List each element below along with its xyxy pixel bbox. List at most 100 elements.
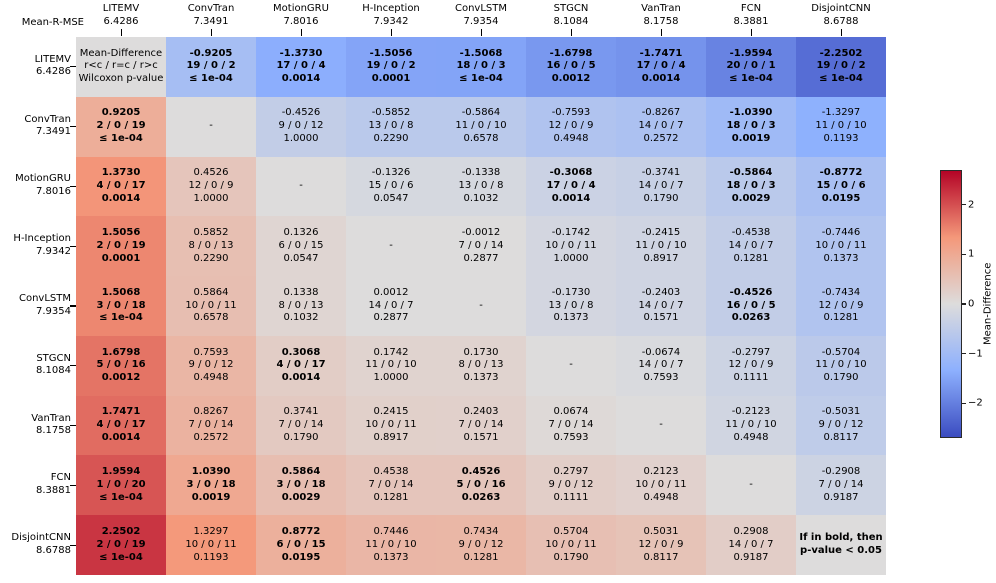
mean-difference-value: -0.7446 — [821, 227, 861, 239]
mean-difference-value: 0.4526 — [193, 167, 229, 179]
wilcoxon-p-value: 0.1281 — [373, 491, 409, 503]
row-header: FCN 8.3881 — [0, 472, 71, 497]
mean-difference-value: 0.5864 — [193, 286, 229, 298]
win-tie-loss-counts: 11 / 0 / 10 — [815, 120, 867, 132]
wilcoxon-p-value: 0.1193 — [823, 133, 859, 145]
mean-difference-value: -0.4526 — [729, 286, 773, 298]
mean-difference-value: -1.3297 — [821, 107, 861, 119]
mean-difference-value: 0.7593 — [193, 346, 229, 358]
wilcoxon-p-value: 0.0014 — [641, 73, 681, 85]
wilcoxon-p-value: 0.1193 — [193, 551, 229, 563]
column-model-name: STGCN — [553, 3, 589, 14]
win-tie-loss-counts: 17 / 0 / 4 — [636, 60, 686, 72]
matrix-cell: 0.4538 7 / 0 / 14 0.1281 — [346, 455, 436, 516]
wilcoxon-p-value: 0.0029 — [281, 491, 321, 503]
matrix-cell: -0.0674 14 / 0 / 7 0.7593 — [616, 335, 706, 396]
matrix-cell: 0.7446 11 / 0 / 10 0.1373 — [346, 515, 436, 575]
win-tie-loss-counts: 11 / 0 / 10 — [365, 359, 417, 371]
column-model-score: 7.8016 — [283, 15, 319, 27]
wilcoxon-p-value: 0.1790 — [643, 192, 679, 204]
row-header: ConvTran 7.3491 — [0, 114, 71, 139]
win-tie-loss-counts: 17 / 0 / 4 — [546, 180, 596, 192]
win-tie-loss-counts: 8 / 0 / 13 — [188, 239, 234, 251]
matrix-cell: 1.6798 5 / 0 / 16 0.0012 — [76, 335, 166, 396]
win-tie-loss-counts: 14 / 0 / 7 — [728, 239, 774, 251]
mean-difference-value: 0.1338 — [283, 286, 319, 298]
win-tie-loss-counts: 7 / 0 / 14 — [458, 239, 504, 251]
diagonal-cell: - — [346, 216, 436, 277]
wilcoxon-p-value: 0.0019 — [731, 133, 771, 145]
win-tie-loss-counts: 7 / 0 / 14 — [368, 478, 414, 490]
column-header: LITEMV 6.4286 — [76, 3, 166, 28]
matrix-cell: -0.1742 10 / 0 / 11 1.0000 — [526, 216, 616, 277]
matrix-cell: -1.9594 20 / 0 / 1 ≤ 1e-04 — [706, 37, 796, 97]
wilcoxon-p-value: 0.1790 — [553, 551, 589, 563]
matrix-cell: -0.5704 11 / 0 / 10 0.1790 — [796, 335, 886, 396]
column-header: H-Inception 7.9342 — [346, 3, 436, 28]
win-tie-loss-counts: 19 / 0 / 2 — [816, 60, 866, 72]
matrix-cell: -0.1326 15 / 0 / 6 0.0547 — [346, 156, 436, 217]
wilcoxon-p-value: 0.0263 — [461, 491, 501, 503]
matrix-cell: -2.2502 19 / 0 / 2 ≤ 1e-04 — [796, 37, 886, 97]
mean-difference-value: 1.3730 — [101, 167, 141, 179]
wilcoxon-p-value: 0.2290 — [193, 252, 229, 264]
mean-difference-value: -0.5864 — [461, 107, 501, 119]
matrix-cell: -1.5056 19 / 0 / 2 0.0001 — [346, 37, 436, 97]
column-tick-mark — [841, 29, 843, 36]
column-model-score: 7.9354 — [463, 15, 499, 27]
row-model-score: 7.3491 — [36, 126, 71, 138]
mean-difference-value: -0.2797 — [731, 346, 771, 358]
wilcoxon-p-value: ≤ 1e-04 — [729, 73, 773, 85]
column-model-name: ConvLSTM — [454, 3, 507, 14]
wilcoxon-p-value: 0.7593 — [553, 431, 589, 443]
column-model-score: 8.3881 — [733, 15, 769, 27]
wilcoxon-p-value: 0.9187 — [733, 551, 769, 563]
row-model-score: 6.4286 — [36, 66, 71, 78]
win-tie-loss-counts: 8 / 0 / 13 — [458, 359, 504, 371]
wilcoxon-p-value: 1.0000 — [193, 192, 229, 204]
win-tie-loss-counts: 18 / 0 / 3 — [726, 180, 776, 192]
matrix-cell: -1.3297 11 / 0 / 10 0.1193 — [796, 96, 886, 157]
matrix-cell: -1.5068 18 / 0 / 3 ≤ 1e-04 — [436, 37, 526, 97]
matrix-cell: 0.8267 7 / 0 / 14 0.2572 — [166, 395, 256, 456]
matrix-cell: 1.7471 4 / 0 / 17 0.0014 — [76, 395, 166, 456]
mean-difference-value: 0.8267 — [193, 406, 229, 418]
wilcoxon-p-value: 0.1373 — [823, 252, 859, 264]
win-tie-loss-counts: 7 / 0 / 14 — [278, 419, 324, 431]
mean-difference-value: 0.1326 — [283, 227, 319, 239]
win-tie-loss-counts: 11 / 0 / 10 — [455, 120, 507, 132]
win-tie-loss-counts: 10 / 0 / 11 — [185, 538, 237, 550]
wilcoxon-p-value: 0.1281 — [733, 252, 769, 264]
mean-difference-value: -0.1326 — [371, 167, 411, 179]
column-model-name: VanTran — [641, 3, 681, 14]
mean-difference-value: 1.9594 — [101, 466, 141, 478]
row-header: MotionGRU 7.8016 — [0, 173, 71, 198]
win-tie-loss-counts: 9 / 0 / 12 — [278, 120, 324, 132]
wilcoxon-p-value: 0.1111 — [553, 491, 589, 503]
matrix-cell: -0.1730 13 / 0 / 8 0.1373 — [526, 276, 616, 336]
win-tie-loss-counts: 10 / 0 / 11 — [185, 299, 237, 311]
mean-difference-value: -0.5852 — [371, 107, 411, 119]
matrix-cell: 0.3741 7 / 0 / 14 0.1790 — [256, 395, 346, 456]
column-header: DisjointCNN 8.6788 — [796, 3, 886, 28]
matrix-cell: 0.2908 14 / 0 / 7 0.9187 — [706, 515, 796, 575]
matrix-cell: -0.2415 11 / 0 / 10 0.8917 — [616, 216, 706, 277]
matrix-cell: -0.1338 13 / 0 / 8 0.1032 — [436, 156, 526, 217]
win-tie-loss-counts: 14 / 0 / 7 — [638, 180, 684, 192]
mean-difference-value: -1.0390 — [729, 107, 773, 119]
mean-difference-value: 0.2797 — [553, 466, 589, 478]
matrix-cell: 0.7593 9 / 0 / 12 0.4948 — [166, 335, 256, 396]
wilcoxon-p-value: 0.0019 — [191, 491, 231, 503]
mean-difference-value: -0.5864 — [729, 167, 773, 179]
wilcoxon-p-value: 0.0547 — [373, 192, 409, 204]
mean-difference-value: 0.9205 — [101, 107, 141, 119]
mean-difference-value: 2.2502 — [101, 525, 141, 537]
win-tie-loss-counts: 12 / 0 / 9 — [818, 299, 864, 311]
matrix-cell: 0.1338 8 / 0 / 13 0.1032 — [256, 276, 346, 336]
win-tie-loss-counts: 15 / 0 / 6 — [368, 180, 414, 192]
win-tie-loss-counts: 6 / 0 / 15 — [278, 239, 324, 251]
mean-difference-value: 1.6798 — [101, 346, 141, 358]
mean-difference-value: -1.5068 — [459, 47, 503, 59]
diagonal-cell: - — [166, 96, 256, 157]
